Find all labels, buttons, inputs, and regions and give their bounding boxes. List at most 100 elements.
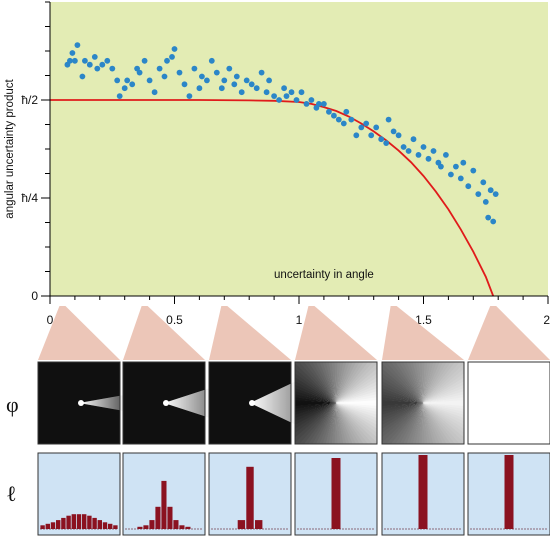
data-point <box>233 73 240 80</box>
phase-sweep-sector <box>402 362 423 403</box>
phase-sweep-sector <box>336 394 377 403</box>
phase-sweep-sector <box>423 362 464 403</box>
x-axis-label: uncertainty in angle <box>274 269 374 281</box>
data-point <box>186 93 193 99</box>
distribution-bar <box>179 525 185 529</box>
connector-wedge <box>295 306 377 360</box>
data-point <box>475 191 482 198</box>
phase-sweep-sector <box>423 403 451 444</box>
data-point <box>308 97 315 103</box>
data-point <box>176 69 183 76</box>
data-point <box>343 108 350 115</box>
phase-sweep-sector <box>423 363 464 403</box>
data-point <box>385 116 392 123</box>
data-point <box>438 163 444 170</box>
phase-panel <box>295 362 377 444</box>
data-point <box>72 57 78 64</box>
distribution-bar <box>246 466 254 529</box>
data-point <box>263 89 270 96</box>
phase-sweep-sector <box>319 362 336 403</box>
data-point <box>383 140 390 147</box>
phase-sweep-sector <box>336 403 353 444</box>
phase-sweep-sector <box>382 403 423 425</box>
data-point <box>321 101 327 107</box>
distribution-panel <box>381 452 465 536</box>
distribution-bar <box>173 520 179 529</box>
distribution-bar <box>149 520 155 529</box>
data-point <box>104 57 111 64</box>
phase-sweep-sector <box>334 403 338 444</box>
phase-sweep-sector <box>382 403 423 422</box>
phase-sweep-sector <box>382 403 423 409</box>
data-point <box>253 85 260 92</box>
phase-sweep-sector <box>423 403 437 444</box>
distribution-panel <box>208 452 292 536</box>
x-tick-label: 0 <box>47 313 54 327</box>
data-point <box>74 42 81 48</box>
data-point <box>363 120 370 127</box>
phase-sweep-sector <box>308 362 336 403</box>
data-point <box>121 85 128 92</box>
phase-sweep-sector <box>399 362 423 403</box>
data-point <box>405 148 412 154</box>
data-point <box>199 73 205 80</box>
phase-sweep-sector <box>336 397 377 403</box>
distribution-panel <box>467 452 550 536</box>
phase-sweep-sector <box>295 399 336 403</box>
data-point <box>82 57 88 64</box>
data-point <box>492 191 499 198</box>
data-point <box>69 50 76 56</box>
data-point <box>410 136 417 143</box>
distribution-panel <box>122 452 206 536</box>
data-point <box>86 61 93 68</box>
distribution-bar <box>92 517 97 529</box>
phase-sweep-sector <box>423 403 444 444</box>
distribution-row-label: ℓ <box>6 481 17 506</box>
phase-sweep-sector <box>386 362 423 403</box>
data-point <box>109 65 116 72</box>
phase-sweep-sector <box>315 362 336 403</box>
phase-sweep-sector <box>382 402 423 406</box>
data-point <box>373 124 380 131</box>
data-point <box>79 73 86 80</box>
data-point <box>448 171 454 178</box>
distribution-bar <box>71 514 76 529</box>
phase-sweep-sector <box>328 362 336 403</box>
data-point <box>281 85 287 92</box>
phase-sweep-sector <box>334 362 338 403</box>
phase-sweep-sector <box>336 403 357 444</box>
x-tick-label: 0.5 <box>166 313 183 327</box>
phase-sweep-sector <box>423 403 464 444</box>
data-point <box>485 214 492 221</box>
data-point <box>204 77 210 84</box>
phase-sweep-sector <box>336 403 373 444</box>
data-point <box>480 179 487 186</box>
data-point <box>129 81 136 88</box>
data-point <box>487 187 494 194</box>
phase-sweep-sector <box>423 403 460 444</box>
phase-sweep-sector <box>336 403 369 444</box>
distribution-bar <box>255 520 263 529</box>
distribution-bar <box>161 480 167 529</box>
phase-sweep-sector <box>421 362 425 403</box>
data-point <box>326 108 332 115</box>
phase-panel-border <box>467 361 550 445</box>
phase-sweep-sector <box>295 403 336 444</box>
y-tick-label: ħ/4 <box>21 191 38 205</box>
phase-sweep-sector <box>423 403 456 444</box>
distribution-bar <box>143 525 149 529</box>
phase-sweep-sector <box>412 362 423 403</box>
distribution-bar <box>331 458 341 529</box>
data-point <box>116 93 123 99</box>
data-point <box>430 148 437 154</box>
phase-sweep-sector <box>423 391 464 403</box>
data-point <box>395 132 402 139</box>
data-point <box>266 77 272 84</box>
connector-wedge <box>38 306 120 360</box>
distribution-bar <box>87 515 92 529</box>
distribution-bar <box>56 520 61 529</box>
phase-sweep-sector <box>295 403 336 443</box>
phase-sweep-sector <box>382 403 423 443</box>
distribution-bar <box>102 522 108 529</box>
phase-sweep-sector <box>395 362 423 403</box>
